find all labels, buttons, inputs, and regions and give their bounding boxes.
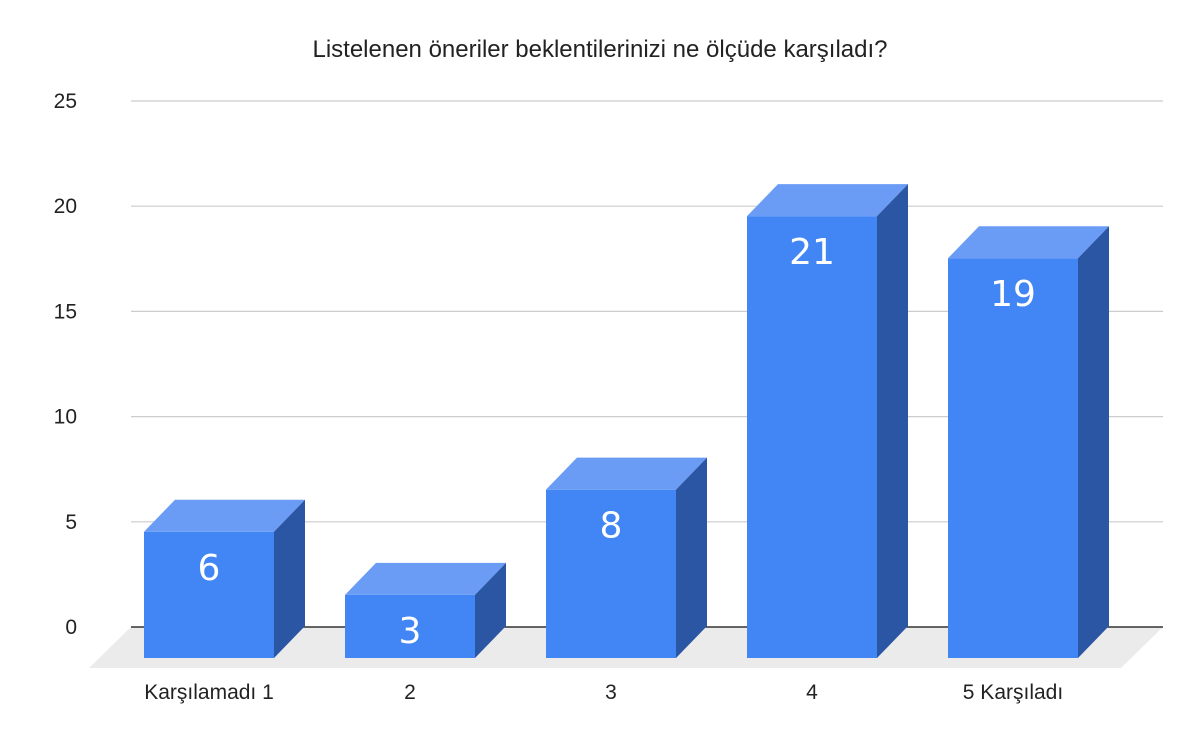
bar-front [345,594,475,658]
x-category-label: 3 [605,681,617,704]
bar [546,457,707,658]
bar-front [948,258,1078,658]
bar-top [948,226,1109,259]
bar-value-label: 6 [198,548,221,589]
bar-value-label: 8 [600,506,623,547]
y-tick-label: 15 [54,300,77,323]
bar [144,499,305,658]
bar [747,184,908,658]
bar-side [475,562,506,658]
bar-front [546,489,676,658]
x-category-label: 5 Karşıladı [963,681,1063,704]
bar [345,562,506,658]
bar-front [144,531,274,658]
bar-top [747,184,908,217]
bar-value-label: 19 [990,274,1036,315]
bar-value-label: 3 [399,611,422,652]
bar-side [1078,226,1109,659]
x-category-label: 4 [806,681,818,704]
bar-side [676,457,707,658]
bar-value-label: 21 [789,232,835,273]
bar-front [747,216,877,658]
bar-side [274,499,305,658]
bar-top [546,457,707,490]
bar-side [877,184,908,658]
y-tick-label: 10 [54,406,77,429]
bar-top [345,562,506,595]
y-tick-label: 20 [54,195,77,218]
bar-top [144,499,305,532]
y-tick-label: 25 [54,90,77,113]
x-category-label: Karşılamadı 1 [144,681,274,704]
chart-title: Listelenen öneriler beklentilerinizi ne … [312,36,888,63]
y-tick-label: 5 [65,511,77,534]
bar [948,226,1109,659]
x-category-label: 2 [404,681,416,704]
y-tick-label: 0 [65,616,77,639]
